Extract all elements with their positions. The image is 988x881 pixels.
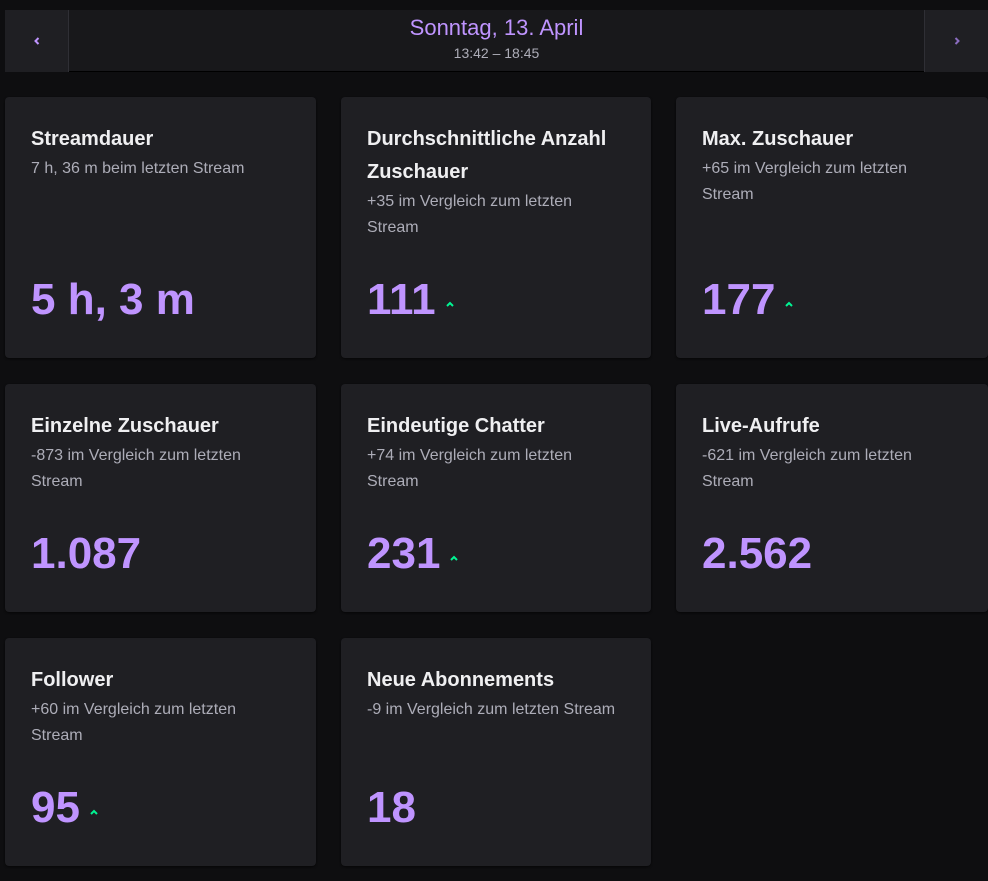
- stat-subtitle: +65 im Vergleich zum letzten Stream: [702, 160, 907, 203]
- stat-value: 95: [31, 783, 80, 832]
- stat-value: 111: [367, 275, 436, 324]
- stat-title: Follower: [31, 669, 114, 691]
- date-header: Sonntag, 13. April 13:42 – 18:45: [5, 10, 988, 72]
- trend-up-icon: [90, 809, 98, 815]
- chevron-left: [33, 37, 39, 45]
- stat-subtitle: -621 im Vergleich zum letzten Stream: [702, 447, 912, 490]
- stat-title: Live-Aufrufe: [702, 415, 820, 437]
- trend-up-icon: [445, 301, 454, 307]
- next-button[interactable]: [924, 10, 988, 72]
- stat-value: 18: [367, 783, 416, 832]
- chevron-right: [954, 37, 960, 45]
- time-range: 13:42 – 18:45: [453, 45, 540, 61]
- trend-up-icon: [785, 301, 794, 307]
- stat-title: Einzelne Zuschauer: [31, 415, 219, 437]
- stat-value: 2.562: [702, 529, 813, 578]
- stat-card: Max. Zuschauer +65 im Vergleich zum letzt…: [676, 97, 988, 358]
- stat-value-row: 5 h, 3 m: [31, 275, 195, 325]
- stat-value-row: 111: [367, 275, 456, 325]
- stat-value-row: 2.562: [702, 529, 812, 579]
- stat-card: Streamdauer 7 h, 36 m beim letzten Stream…: [5, 97, 316, 358]
- stats-grid: Streamdauer 7 h, 36 m beim letzten Stream…: [5, 97, 988, 866]
- stat-title: Max. Zuschauer: [702, 128, 854, 150]
- date-title: Sonntag, 13. April: [409, 15, 584, 40]
- stat-value-row: 1.087: [31, 529, 141, 579]
- stat-card: Durchschnittliche Anzahl Zuschauer +35 im…: [341, 97, 651, 358]
- stat-title: Eindeutige Chatter: [367, 415, 545, 437]
- stat-value-row: 177: [702, 275, 795, 325]
- stat-value: 177: [702, 275, 776, 324]
- stat-card: Einzelne Zuschauer -873 im Vergleich zum …: [5, 384, 316, 612]
- stat-subtitle: 7 h, 36 m beim letzten Stream: [31, 160, 245, 177]
- stat-card: Live-Aufrufe -621 im Vergleich zum letzte…: [676, 384, 988, 612]
- stat-card: Eindeutige Chatter +74 im Vergleich zum l…: [341, 384, 651, 612]
- stat-value-row: 95: [31, 783, 100, 833]
- stat-subtitle: +35 im Vergleich zum letzten Stream: [367, 193, 572, 236]
- stat-subtitle: +74 im Vergleich zum letzten Stream: [367, 447, 572, 490]
- stat-title: Streamdauer: [31, 128, 154, 150]
- stat-card: Neue Abonnements -9 im Vergleich zum letz…: [341, 638, 651, 866]
- stat-subtitle: -9 im Vergleich zum letzten Stream: [367, 701, 616, 718]
- stat-value: 5 h, 3 m: [31, 275, 195, 324]
- trend-up-icon: [450, 555, 459, 561]
- stat-value-row: 18: [367, 783, 416, 833]
- stat-value: 231: [367, 529, 441, 578]
- stat-subtitle: +60 im Vergleich zum letzten Stream: [31, 701, 236, 744]
- stat-value-row: 231: [367, 529, 460, 579]
- stat-value: 1.087: [31, 529, 142, 578]
- stat-card: Follower +60 im Vergleich zum letzten Str…: [5, 638, 316, 866]
- stat-title: Durchschnittliche Anzahl Zuschauer: [367, 128, 607, 183]
- stat-subtitle: -873 im Vergleich zum letzten Stream: [31, 447, 241, 490]
- previous-button[interactable]: [5, 10, 69, 72]
- stat-title: Neue Abonnements: [367, 669, 555, 691]
